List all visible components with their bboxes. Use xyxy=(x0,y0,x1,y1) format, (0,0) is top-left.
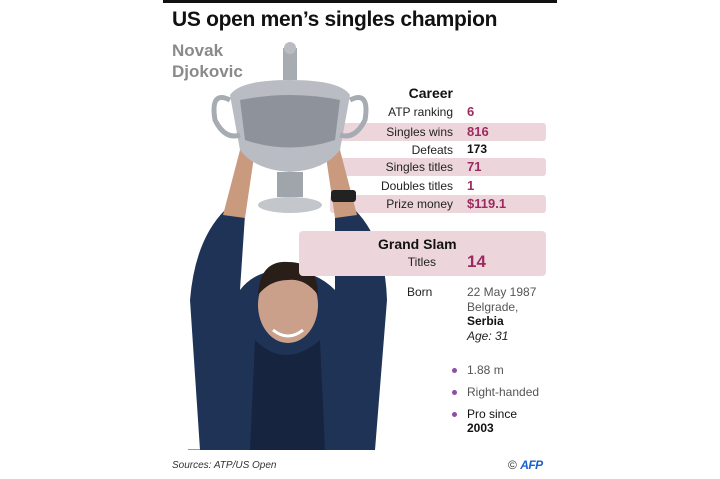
career-label-singles-titles: Singles titles xyxy=(385,160,453,174)
highlight-band xyxy=(330,123,546,141)
top-rule xyxy=(163,0,557,3)
afp-credit: © AFP xyxy=(508,458,543,472)
bullet-icon xyxy=(452,368,457,373)
born-country: Serbia xyxy=(467,314,504,328)
bullet-icon xyxy=(452,412,457,417)
career-value-atp-ranking: 6 xyxy=(467,104,475,119)
handedness-fact: Right-handed xyxy=(467,385,540,399)
copyright-symbol: © xyxy=(508,458,517,472)
career-label-doubles-titles: Doubles titles xyxy=(380,179,453,193)
career-value-doubles-titles: 1 xyxy=(467,178,475,193)
bullet-icon xyxy=(452,390,457,395)
career-label-prize-money: Prize money xyxy=(386,197,453,211)
born-label: Born xyxy=(407,285,433,299)
career-value-prize-money: $119.1 xyxy=(467,196,507,211)
grand-slam-heading: Grand Slam xyxy=(378,236,457,252)
career-value-singles-wins: 816 xyxy=(467,124,489,139)
sources-note: Sources: ATP/US Open xyxy=(172,460,277,471)
pro-since-label: Pro since xyxy=(467,407,518,421)
grand-slam-label: Titles xyxy=(407,255,436,269)
born-city: Belgrade, xyxy=(467,300,519,314)
page-title: US open men’s singles champion xyxy=(172,8,498,31)
highlight-band xyxy=(330,158,546,176)
career-label-singles-wins: Singles wins xyxy=(386,125,453,139)
career-value-singles-titles: 71 xyxy=(467,159,482,174)
career-label-atp-ranking: ATP ranking xyxy=(388,105,453,119)
player-name: Novak Djokovic xyxy=(172,41,243,81)
career-value-defeats: 173 xyxy=(467,142,488,156)
career-heading: Career xyxy=(408,85,453,101)
afp-logo: AFP xyxy=(520,458,543,472)
highlight-band xyxy=(330,195,546,213)
pro-since-year: 2003 xyxy=(467,421,494,435)
grand-slam-value: 14 xyxy=(467,252,486,271)
age: Age: 31 xyxy=(467,329,509,343)
grand-slam-box xyxy=(299,231,546,276)
born-date: 22 May 1987 xyxy=(467,285,537,299)
career-label-defeats: Defeats xyxy=(411,143,453,157)
height-fact: 1.88 m xyxy=(467,363,504,377)
